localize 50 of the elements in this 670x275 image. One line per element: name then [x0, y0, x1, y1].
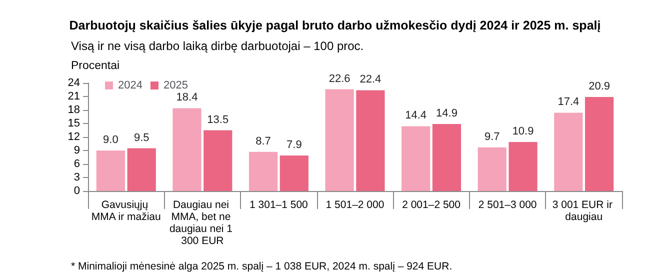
legend-label: 2024: [118, 80, 142, 92]
bar: [248, 152, 278, 191]
data-label: 13.5: [207, 114, 229, 126]
data-label: 18.4: [176, 92, 198, 104]
data-label: 7.9: [286, 138, 302, 151]
data-label: 8.7: [256, 135, 271, 148]
x-tick-label: Gavusiųjų MMA ir mažiau: [91, 199, 162, 223]
bar: [402, 126, 430, 191]
bar: [280, 155, 308, 191]
legend-label: 2025: [163, 80, 188, 92]
bar: [554, 112, 583, 191]
x-tick-label: 1 501–2 000: [326, 199, 384, 211]
x-tick-label: Daugiau nei MMA, bet ne daugiau nei 1 300 EUR: [169, 199, 236, 247]
y-tick-label: 18: [68, 104, 80, 116]
y-tick-label: 3: [74, 172, 80, 184]
data-label: 20.9: [588, 80, 610, 92]
data-label: 9.0: [103, 134, 118, 146]
y-tick-label: 21: [68, 90, 80, 102]
text: * Minimalioji mėnesinė alga 2025 m. spalį – 1 038 EUR, 2024 m. spalį – 924 EUR.: [71, 260, 452, 272]
chart-title: Darbuotojų skaičius šalies ūkyje pagal bruto darbo užmokesčio dydį 2024 ir 2025 m. spalį: [69, 18, 601, 32]
bar: [325, 89, 354, 191]
y-tick-label: 15: [68, 118, 80, 130]
x-tick-label: 2 001–2 500: [402, 199, 461, 211]
y-tick-label: 24: [68, 77, 80, 89]
bar: [356, 90, 385, 191]
y-tick-label: 12: [68, 131, 80, 143]
data-label: 17.4: [558, 96, 580, 108]
data-label: 10.9: [512, 125, 534, 138]
y-axis-title: Procentai: [71, 60, 120, 72]
y-tick-label: 6: [74, 158, 80, 170]
data-label: 9.5: [134, 132, 150, 144]
data-label: 22.6: [328, 72, 350, 85]
x-tick-label: 3 001 EUR ir daugiau: [552, 199, 616, 223]
x-tick-label: 1 301–1 500: [250, 199, 308, 211]
y-tick-label: 0: [74, 185, 80, 197]
data-label: 14.4: [405, 110, 427, 122]
data-label: 9.7: [484, 130, 500, 143]
bar: [432, 124, 462, 191]
bar: [204, 130, 232, 191]
data-label: 14.9: [436, 107, 458, 120]
bar: [508, 142, 538, 191]
data-label: 22.4: [360, 74, 382, 86]
bar: [127, 148, 156, 191]
x-tick-label: 2 501–3 000: [478, 199, 537, 211]
bar: [172, 108, 202, 191]
chart-subtitle: Visą ir ne visą darbo laiką dirbę darbuotojai – 100 proc.: [71, 39, 364, 53]
bar: [96, 150, 125, 191]
bar: [585, 96, 614, 191]
y-tick-label: 9: [74, 144, 80, 156]
bar: [478, 147, 506, 191]
